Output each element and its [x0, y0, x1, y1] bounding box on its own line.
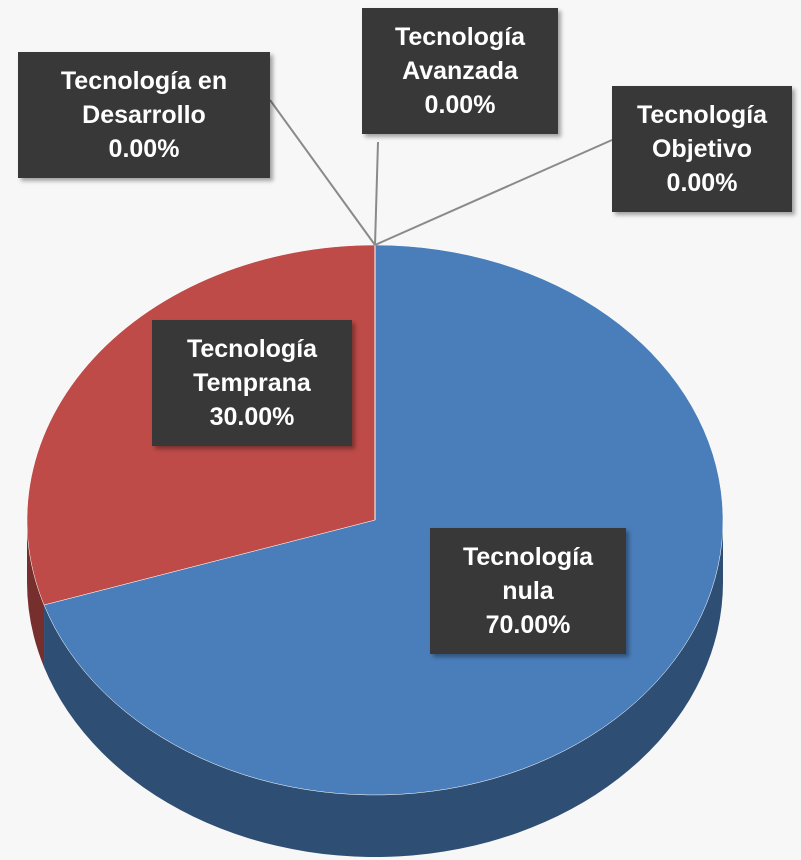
- label-category: Tecnología Avanzada: [394, 23, 526, 85]
- slice-side: [44, 520, 723, 857]
- data-label: Tecnología en Desarrollo 0.00%: [18, 52, 270, 178]
- leader-line: [374, 139, 613, 246]
- label-value: 70.00%: [485, 611, 571, 639]
- label-category: Tecnología en Desarrollo: [60, 67, 228, 129]
- label-category: Tecnología nula: [462, 543, 594, 605]
- data-label: Tecnología nula 70.00%: [430, 528, 626, 654]
- label-category: Tecnología Temprana: [186, 335, 318, 397]
- slice-side: [27, 520, 45, 667]
- slice: [43, 244, 724, 796]
- data-label: Tecnología Avanzada 0.00%: [362, 8, 558, 134]
- label-value: 0.00%: [108, 135, 180, 163]
- data-label: Tecnología Temprana 30.00%: [152, 320, 352, 446]
- data-label: Tecnología Objetivo 0.00%: [612, 86, 792, 212]
- label-value: 0.00%: [666, 169, 738, 197]
- label-value: 0.00%: [424, 91, 496, 119]
- label-value: 30.00%: [209, 403, 295, 431]
- leader-line: [374, 141, 379, 246]
- leader-line: [269, 99, 376, 246]
- label-category: Tecnología Objetivo: [636, 101, 768, 163]
